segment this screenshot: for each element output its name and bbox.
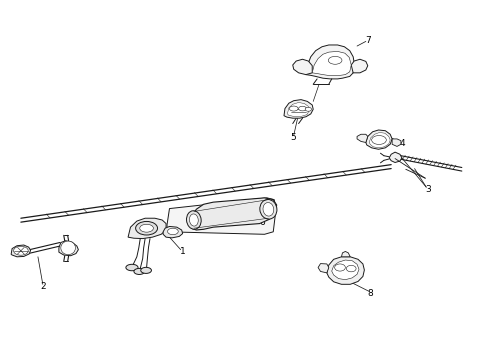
Polygon shape: [318, 264, 329, 273]
Text: 5: 5: [290, 132, 295, 141]
Polygon shape: [357, 134, 368, 143]
Ellipse shape: [134, 269, 145, 274]
Ellipse shape: [126, 264, 138, 271]
Ellipse shape: [187, 211, 201, 229]
Ellipse shape: [260, 199, 277, 219]
Polygon shape: [288, 103, 309, 116]
Polygon shape: [369, 132, 390, 148]
Ellipse shape: [141, 267, 151, 273]
Text: 6: 6: [260, 218, 266, 227]
Text: 2: 2: [40, 282, 46, 291]
Ellipse shape: [289, 106, 298, 111]
Ellipse shape: [372, 135, 386, 144]
Ellipse shape: [136, 221, 158, 235]
Text: 3: 3: [425, 185, 431, 194]
Polygon shape: [284, 100, 313, 118]
Text: 8: 8: [368, 289, 373, 298]
Polygon shape: [59, 241, 78, 256]
Ellipse shape: [140, 224, 153, 232]
Polygon shape: [306, 45, 355, 79]
Polygon shape: [342, 251, 350, 257]
Ellipse shape: [346, 265, 356, 272]
Ellipse shape: [305, 107, 312, 111]
Ellipse shape: [14, 246, 28, 255]
Ellipse shape: [190, 214, 198, 226]
Polygon shape: [351, 59, 368, 73]
Polygon shape: [389, 152, 402, 162]
Text: 7: 7: [365, 36, 370, 45]
Ellipse shape: [263, 203, 274, 216]
Polygon shape: [366, 130, 392, 149]
Polygon shape: [128, 218, 166, 239]
Ellipse shape: [168, 228, 178, 235]
Polygon shape: [332, 260, 359, 280]
Polygon shape: [392, 139, 401, 147]
Polygon shape: [312, 51, 351, 76]
Polygon shape: [327, 257, 365, 284]
Ellipse shape: [298, 106, 306, 111]
Text: 1: 1: [180, 247, 186, 256]
Polygon shape: [163, 226, 183, 238]
Polygon shape: [11, 245, 30, 257]
Text: 4: 4: [399, 139, 405, 148]
Ellipse shape: [335, 264, 345, 271]
Polygon shape: [192, 198, 277, 230]
Polygon shape: [167, 198, 275, 234]
Ellipse shape: [328, 57, 342, 64]
Ellipse shape: [61, 241, 75, 255]
Polygon shape: [293, 59, 312, 75]
